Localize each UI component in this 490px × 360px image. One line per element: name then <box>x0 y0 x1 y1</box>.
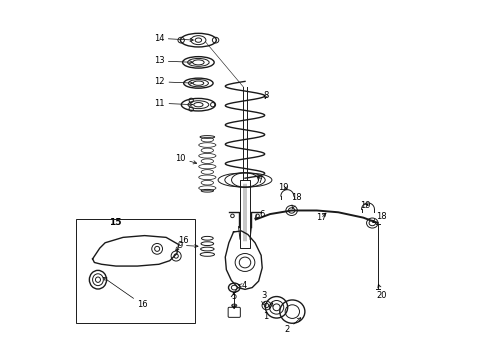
Text: 17: 17 <box>317 213 327 222</box>
Text: 10: 10 <box>175 154 196 164</box>
Bar <box>76 220 195 323</box>
Text: 14: 14 <box>154 34 194 43</box>
Text: 19: 19 <box>278 183 288 192</box>
Text: 20: 20 <box>377 284 387 300</box>
Text: 11: 11 <box>154 99 193 108</box>
Text: 2: 2 <box>285 318 301 334</box>
Text: 12: 12 <box>154 77 193 86</box>
Text: 16: 16 <box>103 277 148 309</box>
Bar <box>240 180 250 248</box>
Text: 4: 4 <box>239 281 247 290</box>
Text: 6: 6 <box>255 210 265 219</box>
Text: 18: 18 <box>291 193 301 208</box>
Text: 9: 9 <box>177 241 198 250</box>
Text: 3: 3 <box>261 291 267 305</box>
Text: 1: 1 <box>263 303 273 321</box>
Text: 18: 18 <box>373 212 387 222</box>
Text: 7: 7 <box>257 176 263 185</box>
Text: 15: 15 <box>109 218 122 227</box>
Text: 16: 16 <box>176 237 189 251</box>
Text: 8: 8 <box>263 91 269 100</box>
Text: 13: 13 <box>154 57 193 66</box>
Text: 5: 5 <box>231 292 236 309</box>
Text: 19: 19 <box>360 201 370 210</box>
